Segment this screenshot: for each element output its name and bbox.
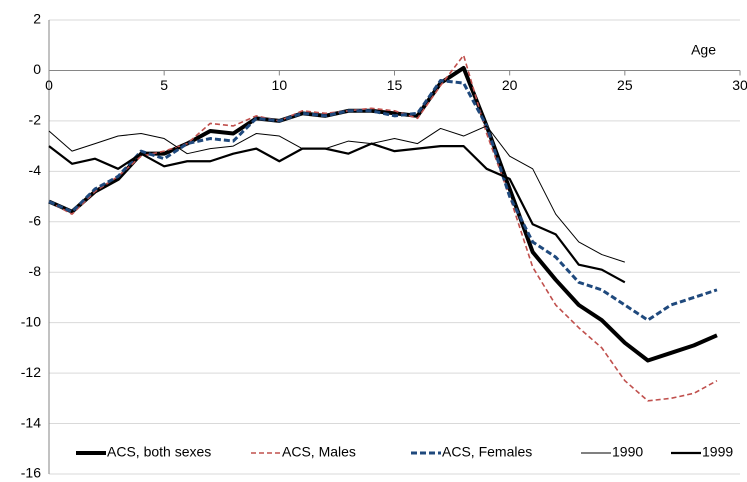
y-tick-label: -16 [21, 465, 41, 481]
y-tick-label: -4 [29, 162, 42, 178]
x-axis-label: Age [691, 42, 716, 58]
series-line [48, 125, 625, 263]
legend-label: ACS, Females [442, 444, 532, 460]
series-line [48, 54, 718, 402]
y-tick-label: -2 [29, 112, 42, 128]
x-tick-label: 5 [160, 77, 168, 93]
x-tick-label: 10 [272, 77, 288, 93]
legend-label: ACS, both sexes [107, 444, 211, 460]
series-line [48, 79, 718, 322]
y-tick-label: -12 [21, 364, 41, 380]
x-tick-label: 0 [45, 77, 53, 93]
y-tick-label: -8 [29, 263, 42, 279]
legend-label: ACS, Males [282, 444, 356, 460]
x-tick-label: 15 [387, 77, 403, 93]
y-tick-label: -10 [21, 313, 41, 329]
legend-label: 1999 [702, 444, 733, 460]
y-tick-label: -14 [21, 414, 41, 430]
y-tick-label: 2 [33, 11, 41, 27]
series-line [48, 65, 718, 363]
x-tick-label: 30 [732, 77, 747, 93]
x-tick-label: 20 [502, 77, 518, 93]
y-tick-label: -6 [29, 212, 42, 228]
legend-label: 1990 [612, 444, 643, 460]
x-tick-label: 25 [617, 77, 633, 93]
series-line [48, 142, 626, 284]
y-tick-label: 0 [33, 61, 41, 77]
